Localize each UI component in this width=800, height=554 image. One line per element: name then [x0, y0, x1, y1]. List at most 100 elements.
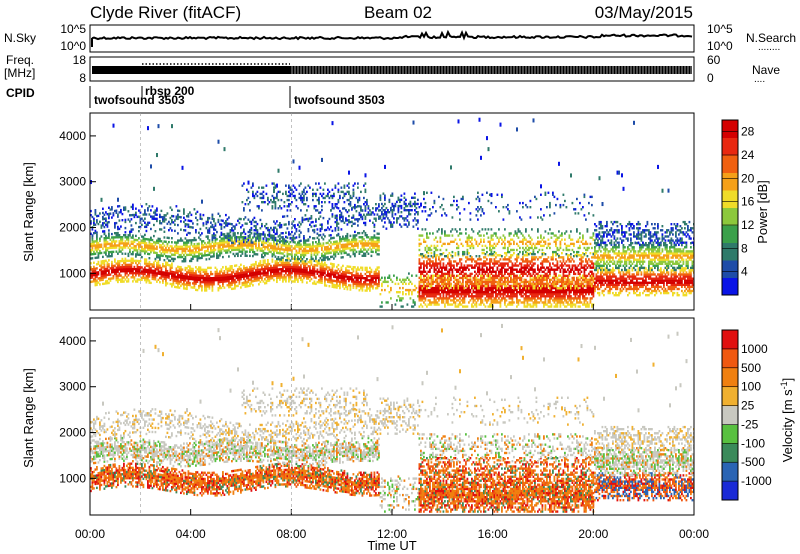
heatmap-cell	[435, 284, 437, 288]
heatmap-cell	[324, 252, 326, 255]
heatmap-cell	[180, 284, 182, 288]
heatmap-cell	[441, 270, 443, 273]
heatmap-cell	[244, 242, 247, 245]
heatmap-cell	[138, 253, 140, 256]
heatmap-cell	[94, 267, 97, 270]
heatmap-cell	[393, 206, 395, 210]
heatmap-cell	[343, 283, 346, 286]
heatmap-cell	[225, 222, 227, 225]
heatmap-cell	[454, 276, 457, 279]
heatmap-cell	[249, 209, 251, 212]
heatmap-cell	[223, 226, 226, 229]
heatmap-cell	[219, 276, 221, 279]
heatmap-cell	[334, 248, 337, 252]
heatmap-cell	[364, 223, 367, 227]
heatmap-cell	[477, 297, 479, 300]
heatmap-cell	[298, 245, 301, 248]
heatmap-cell	[337, 201, 340, 204]
heatmap-cell	[460, 242, 463, 246]
heatmap-cell	[315, 205, 317, 208]
heatmap-cell	[361, 242, 364, 245]
heatmap-cell	[472, 287, 475, 290]
heatmap-cell	[340, 239, 343, 243]
heatmap-cell	[439, 276, 442, 280]
heatmap-cell	[159, 215, 161, 219]
heatmap-cell	[484, 280, 487, 284]
heatmap-cell	[238, 276, 241, 279]
heatmap-cell	[205, 249, 208, 253]
heatmap-cell	[154, 267, 157, 271]
heatmap-cell	[198, 278, 200, 282]
heatmap-cell	[252, 250, 254, 254]
heatmap-cell	[246, 276, 248, 280]
heatmap-cell	[363, 248, 365, 251]
heatmap-cell	[280, 274, 283, 277]
heatmap-cell	[408, 293, 410, 296]
heatmap-cell	[231, 229, 233, 232]
heatmap-cell	[249, 248, 251, 251]
heatmap-cell	[108, 255, 110, 258]
heatmap-cell	[273, 228, 275, 232]
heatmap-cell	[427, 248, 430, 252]
heatmap-cell	[186, 277, 188, 280]
heatmap-cell	[147, 246, 149, 249]
heatmap-cell	[196, 257, 199, 260]
heatmap-cell	[357, 246, 359, 249]
heatmap-cell	[460, 266, 463, 269]
heatmap-cell	[382, 215, 385, 218]
heatmap-cell	[280, 198, 283, 202]
heatmap-cell	[115, 244, 118, 247]
heatmap-cell	[121, 240, 124, 243]
heatmap-cell	[352, 206, 355, 209]
heatmap-cell	[445, 291, 448, 294]
heatmap-cell	[259, 272, 262, 275]
heatmap-cell	[154, 213, 157, 216]
heatmap-cell	[253, 277, 256, 280]
heatmap-cell	[189, 249, 191, 252]
heatmap-cell	[117, 205, 119, 208]
heatmap-cell	[201, 276, 203, 280]
heatmap-cell	[207, 229, 209, 232]
heatmap-cell	[249, 282, 251, 285]
heatmap-cell	[115, 236, 118, 239]
heatmap-cell	[181, 274, 184, 277]
heatmap-cell	[288, 257, 290, 260]
heatmap-cell	[313, 280, 316, 283]
heatmap-cell	[333, 192, 335, 196]
heatmap-cell	[390, 209, 392, 212]
heatmap-cell	[450, 240, 452, 243]
heatmap-cell	[156, 251, 158, 255]
heatmap-cell	[204, 276, 206, 280]
heatmap-cell	[178, 276, 181, 279]
heatmap-cell	[93, 265, 95, 269]
heatmap-cell	[364, 244, 367, 247]
heatmap-cell	[438, 297, 440, 300]
heatmap-cell	[292, 280, 295, 283]
heatmap-cell	[220, 274, 223, 277]
heatmap-cell	[345, 285, 347, 289]
heatmap-cell	[315, 245, 317, 248]
heatmap-cell	[456, 280, 458, 284]
heatmap-cell	[271, 237, 274, 240]
heatmap-cell	[135, 272, 137, 275]
heatmap-cell	[279, 252, 281, 255]
heatmap-cell	[303, 203, 305, 206]
heatmap-cell	[376, 282, 379, 286]
heatmap-cell	[138, 270, 140, 273]
heatmap-cell	[289, 188, 292, 191]
heatmap-cell	[112, 214, 115, 217]
heatmap-cell	[382, 280, 385, 284]
heatmap-cell	[136, 253, 139, 256]
heatmap-cell	[325, 228, 328, 232]
heatmap-cell	[96, 214, 98, 218]
heatmap-cell	[342, 249, 344, 253]
heatmap-cell	[114, 209, 116, 213]
heatmap-cell	[159, 266, 161, 269]
heatmap-cell	[102, 247, 104, 250]
heatmap-cell	[426, 278, 428, 282]
heatmap-cell	[283, 223, 286, 226]
heatmap-cell	[256, 247, 259, 250]
heatmap-cell	[292, 265, 295, 269]
heatmap-cell	[348, 279, 350, 283]
heatmap-cell	[271, 266, 274, 270]
